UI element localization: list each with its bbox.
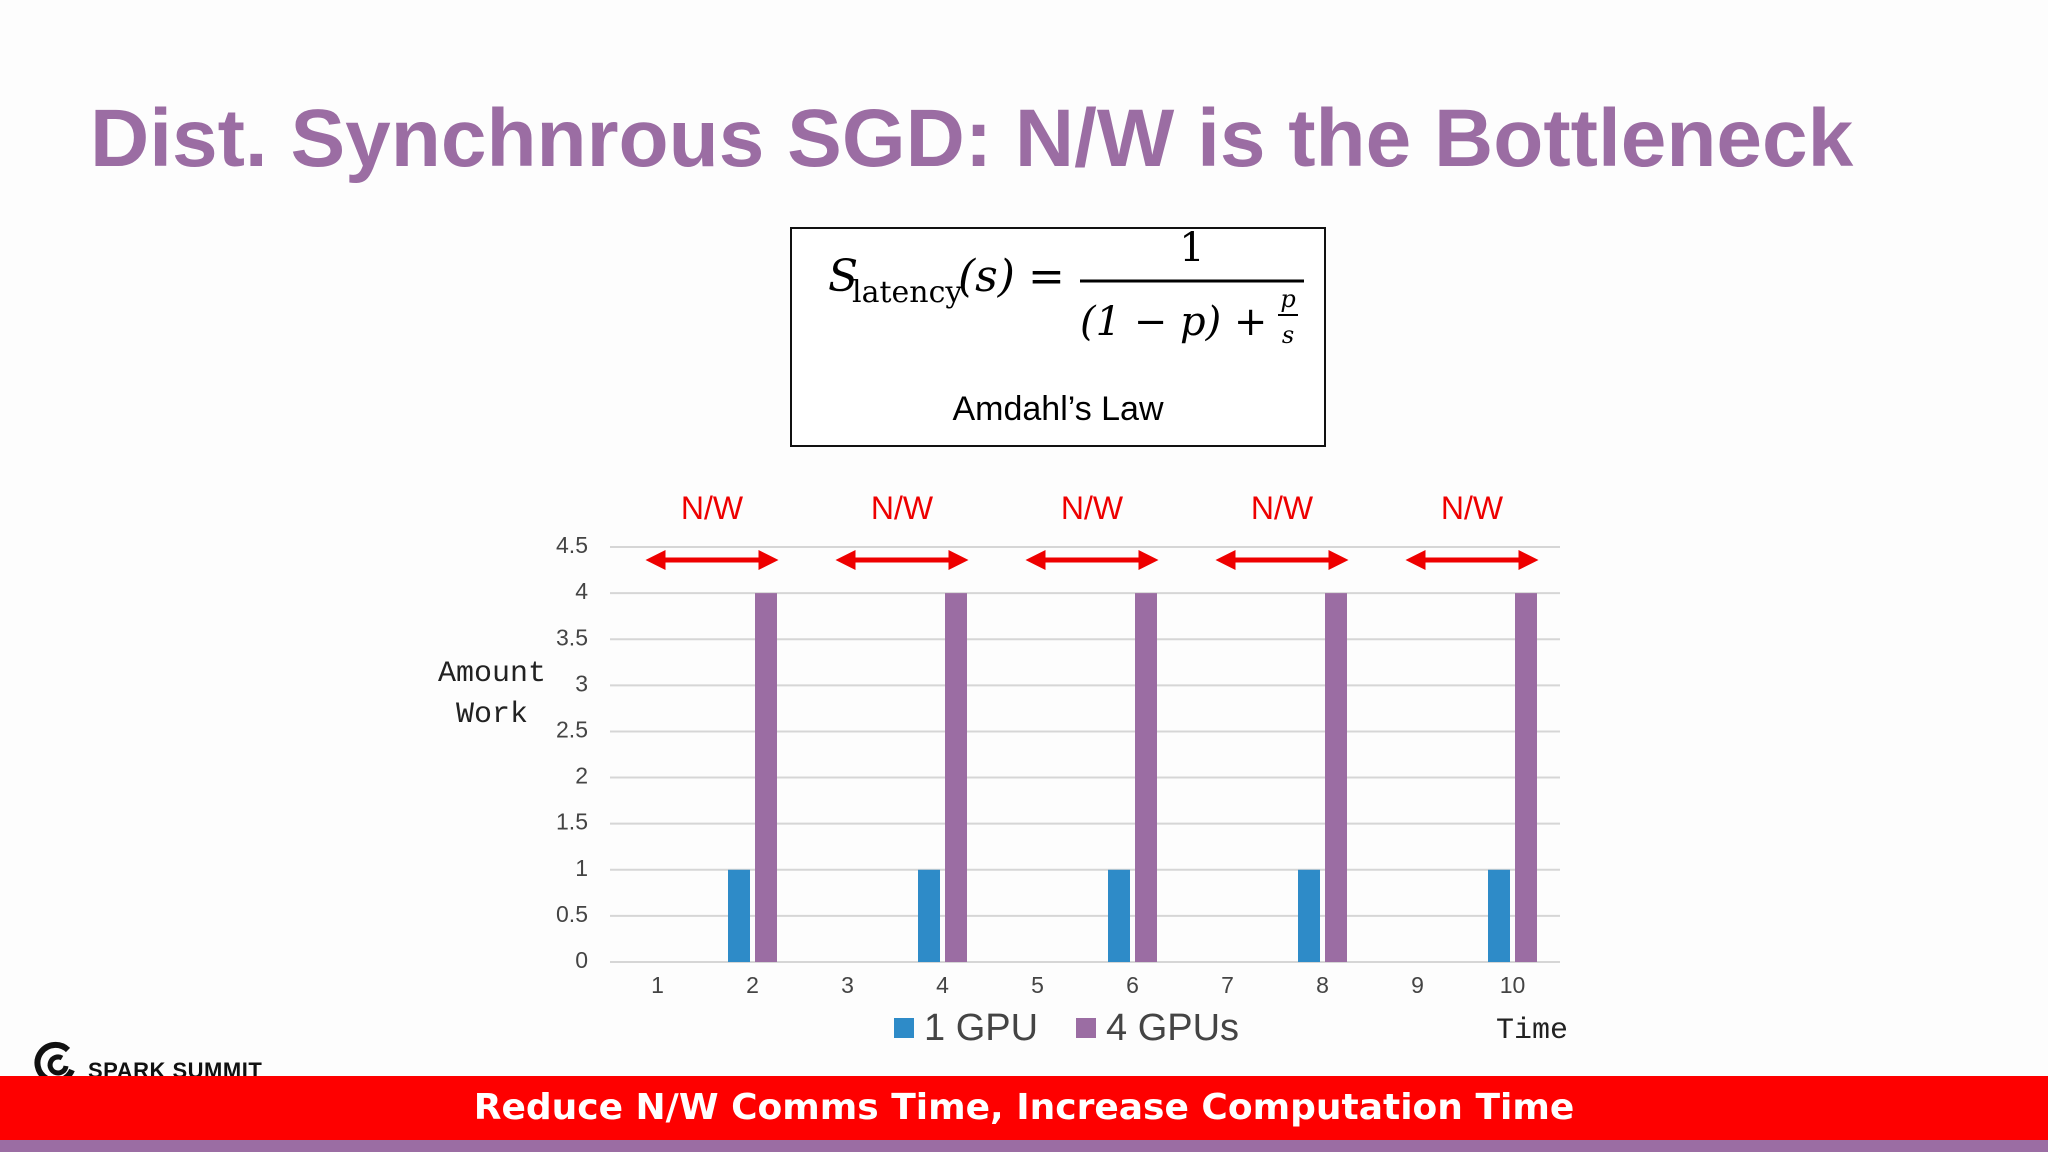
x-tick-label: 3: [841, 972, 854, 998]
y-tick-label: 3.5: [556, 624, 588, 650]
y-axis-label-line2: Work: [456, 698, 528, 732]
spark-summit-logo-icon: [34, 1041, 75, 1080]
y-tick-label: 3: [575, 670, 588, 696]
y-tick-label: 0: [575, 947, 588, 973]
x-tick-label: 8: [1316, 972, 1329, 998]
y-tick-label: 1: [575, 855, 588, 881]
formula-lhs-symbol: S: [828, 251, 858, 302]
nw-label: N/W: [1441, 490, 1504, 526]
bar-1-gpu: [728, 869, 750, 962]
bar-1-gpu: [1298, 869, 1320, 962]
bar-4-gpus: [755, 593, 777, 962]
slide-title: Dist. Synchnrous SGD: N/W is the Bottlen…: [90, 93, 1854, 184]
nw-arrow: [645, 550, 779, 570]
bottom-strip: [0, 1140, 2048, 1152]
x-tick-label: 5: [1031, 972, 1044, 998]
formula-box: S latency (s) = 1 (1 − p) + p s Amdahl’s…: [790, 227, 1326, 447]
x-tick-label: 10: [1500, 972, 1526, 998]
legend: 1 GPU 4 GPUs: [894, 1007, 1239, 1049]
formula-numerator: 1: [1179, 229, 1204, 271]
nw-arrow: [1025, 550, 1159, 570]
x-axis-label: Time: [1496, 1014, 1568, 1048]
grid-layer: [610, 546, 1560, 963]
legend-label-1-gpu: 1 GPU: [924, 1007, 1038, 1049]
nw-arrow: [1215, 550, 1349, 570]
x-tick-label: 9: [1411, 972, 1424, 998]
bar-chart: 00.511.522.533.544.5 1 2 3 4 5 6 7 8 9 10 N/W N/W N…: [438, 490, 1568, 1049]
bar-4-gpus: [1515, 593, 1537, 962]
nw-label: N/W: [681, 490, 744, 526]
bar-4-gpus: [1325, 593, 1347, 962]
nw-annotations: N/W N/W N/W N/W N/W: [645, 490, 1539, 570]
x-tick-label: 2: [746, 972, 759, 998]
bar-1-gpu: [1108, 869, 1130, 962]
y-axis-label-line1: Amount: [438, 657, 546, 691]
bar-1-gpu: [1488, 869, 1510, 962]
formula-equals: =: [1028, 251, 1065, 302]
nw-label: N/W: [871, 490, 934, 526]
y-tick-label: 4: [575, 578, 588, 604]
bar-4-gpus: [945, 593, 967, 962]
x-tick-label: 7: [1221, 972, 1234, 998]
x-tick-label: 4: [936, 972, 949, 998]
y-tick-label: 2.5: [556, 717, 588, 743]
amdahl-formula: S latency (s) = 1 (1 − p) + p s: [828, 229, 1304, 349]
nw-label: N/W: [1061, 490, 1124, 526]
x-tick-labels: 1 2 3 4 5 6 7 8 9 10: [651, 972, 1525, 998]
formula-lhs-arg: (s): [958, 251, 1015, 302]
y-tick-label: 4.5: [556, 532, 588, 558]
y-tick-labels: 0 0.5 1 1.5 2 2.5 3 3.5 4 4.5: [556, 532, 588, 973]
y-tick-label: 0.5: [556, 901, 588, 927]
formula-small-numerator: p: [1280, 285, 1295, 313]
bar-4-gpus: [1135, 593, 1157, 962]
legend-swatch-4-gpus: [1076, 1018, 1096, 1038]
bar-1-gpu: [918, 869, 940, 962]
formula-denominator: (1 − p) +: [1080, 299, 1267, 345]
formula-lhs-subscript: latency: [852, 275, 962, 310]
nw-arrow: [1405, 550, 1539, 570]
legend-swatch-1-gpu: [894, 1018, 914, 1038]
bottom-banner: Reduce N/W Comms Time, Increase Computat…: [0, 1076, 2048, 1140]
y-tick-label: 1.5: [556, 809, 588, 835]
x-tick-label: 1: [651, 972, 664, 998]
nw-label: N/W: [1251, 490, 1314, 526]
bars: [728, 593, 1537, 962]
legend-label-4-gpus: 4 GPUs: [1106, 1007, 1239, 1049]
formula-small-denominator: s: [1282, 321, 1294, 349]
x-tick-label: 6: [1126, 972, 1139, 998]
nw-arrow: [835, 550, 969, 570]
formula-caption: Amdahl’s Law: [952, 390, 1164, 428]
y-tick-label: 2: [575, 763, 588, 789]
